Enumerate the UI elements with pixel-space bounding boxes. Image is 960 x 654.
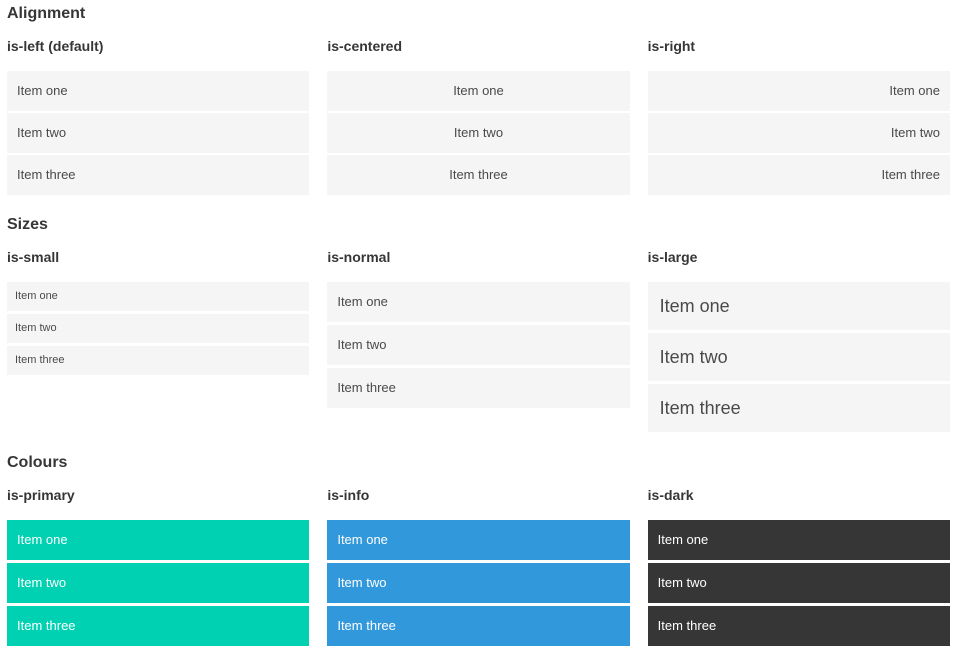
list-item: Item two [327, 113, 630, 153]
list-item: Item two [647, 113, 950, 153]
demo-column: is-dark Item one Item two Item three [647, 487, 950, 649]
section-title: Sizes [7, 216, 48, 233]
list-item: Item one [327, 71, 630, 111]
list-item: Item one [327, 282, 630, 322]
list-item: Item one [7, 520, 310, 560]
section-title: Colours [7, 454, 68, 471]
column-title: is-right [647, 38, 696, 54]
list-item: Item one [327, 520, 630, 560]
item-list-primary: Item one Item two Item three [7, 520, 310, 646]
demo-column: is-primary Item one Item two Item three [7, 487, 310, 649]
list-item: Item three [647, 606, 950, 646]
section-columns: is-small Item one Item two Item three is… [7, 249, 950, 435]
item-list-small: Item one Item two Item three [7, 282, 310, 375]
list-item: Item two [327, 563, 630, 603]
list-item: Item one [647, 71, 950, 111]
column-title: is-normal [327, 249, 391, 265]
demo-column: is-large Item one Item two Item three [647, 249, 950, 435]
demo-column: is-left (default) Item one Item two Item… [7, 38, 310, 197]
item-list-normal: Item one Item two Item three [327, 282, 630, 408]
list-item: Item three [327, 155, 630, 195]
column-title: is-large [647, 249, 698, 265]
item-list-dark: Item one Item two Item three [647, 520, 950, 646]
column-title: is-dark [647, 487, 694, 503]
list-item: Item two [7, 113, 310, 153]
list-item: Item two [7, 314, 310, 343]
item-list-right: Item one Item two Item three [647, 71, 950, 195]
section-columns: is-primary Item one Item two Item three … [7, 487, 950, 649]
list-item: Item two [647, 563, 950, 603]
list-item: Item three [647, 155, 950, 195]
list-item: Item one [7, 282, 310, 311]
demo-section: Colours is-primary Item one Item two Ite… [7, 453, 950, 649]
demo-section: Alignment is-left (default) Item one Ite… [7, 4, 950, 197]
item-list-left: Item one Item two Item three [7, 71, 310, 195]
list-item: Item two [327, 325, 630, 365]
demo-column: is-centered Item one Item two Item three [327, 38, 630, 197]
list-item: Item three [7, 155, 310, 195]
item-list-info: Item one Item two Item three [327, 520, 630, 646]
demo-column: is-right Item one Item two Item three [647, 38, 950, 197]
list-item: Item one [7, 71, 310, 111]
list-item: Item three [327, 368, 630, 408]
column-title: is-info [327, 487, 370, 503]
item-list-large: Item one Item two Item three [647, 282, 950, 432]
section-title: Alignment [7, 5, 86, 22]
list-item: Item two [7, 563, 310, 603]
column-title: is-small [7, 249, 60, 265]
list-item: Item three [7, 606, 310, 646]
demo-root: Alignment is-left (default) Item one Ite… [7, 4, 950, 649]
item-list-centered: Item one Item two Item three [327, 71, 630, 195]
column-title: is-primary [7, 487, 75, 503]
list-item: Item three [647, 384, 950, 432]
demo-section: Sizes is-small Item one Item two Item th… [7, 215, 950, 435]
demo-column: is-normal Item one Item two Item three [327, 249, 630, 411]
list-item: Item one [647, 520, 950, 560]
demo-column: is-small Item one Item two Item three [7, 249, 310, 378]
column-title: is-centered [327, 38, 403, 54]
list-item: Item three [7, 346, 310, 375]
column-title: is-left (default) [7, 38, 104, 54]
demo-column: is-info Item one Item two Item three [327, 487, 630, 649]
list-item: Item three [327, 606, 630, 646]
list-item: Item two [647, 333, 950, 381]
section-columns: is-left (default) Item one Item two Item… [7, 38, 950, 197]
list-item: Item one [647, 282, 950, 330]
